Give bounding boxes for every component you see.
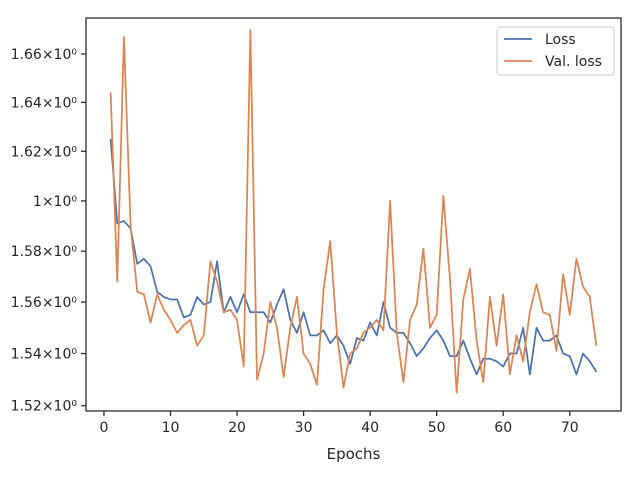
y-tick-label: 1.56×10⁰ xyxy=(11,295,78,311)
x-tick-label: 0 xyxy=(100,420,109,436)
series-layer xyxy=(109,29,598,394)
x-tick-label: 40 xyxy=(361,420,379,436)
plot-frame xyxy=(85,17,622,412)
legend-label-loss: Loss xyxy=(545,32,576,48)
y-tick-label: 1.66×10⁰ xyxy=(11,47,78,63)
series-line-val-loss xyxy=(109,29,598,394)
x-axis: 0 10 20 30 40 50 60 70 xyxy=(100,411,579,436)
y-tick-label: 1.54×10⁰ xyxy=(11,347,78,363)
plot-area xyxy=(85,17,622,412)
x-tick-label: 60 xyxy=(494,420,512,436)
x-tick-label: 10 xyxy=(162,420,180,436)
y-axis: 1.52×10⁰ 1.54×10⁰ 1.56×10⁰ 1.58×10⁰ 1×10⁰ 1.6… xyxy=(11,47,86,415)
y-tick-label: 1.64×10⁰ xyxy=(11,95,78,111)
y-tick-label: 1.58×10⁰ xyxy=(11,244,78,260)
legend: Loss Val. loss xyxy=(496,26,615,76)
y-tick-label: 1.62×10⁰ xyxy=(11,144,78,160)
x-axis-label: Epochs xyxy=(327,445,381,463)
x-tick-label: 70 xyxy=(561,420,579,436)
y-tick-label: 1×10⁰ xyxy=(33,194,77,210)
x-tick-label: 20 xyxy=(228,420,246,436)
y-tick-label: 1.52×10⁰ xyxy=(11,399,78,415)
legend-label-val-loss: Val. loss xyxy=(545,54,602,70)
x-tick-label: 30 xyxy=(295,420,313,436)
x-tick-label: 50 xyxy=(428,420,446,436)
